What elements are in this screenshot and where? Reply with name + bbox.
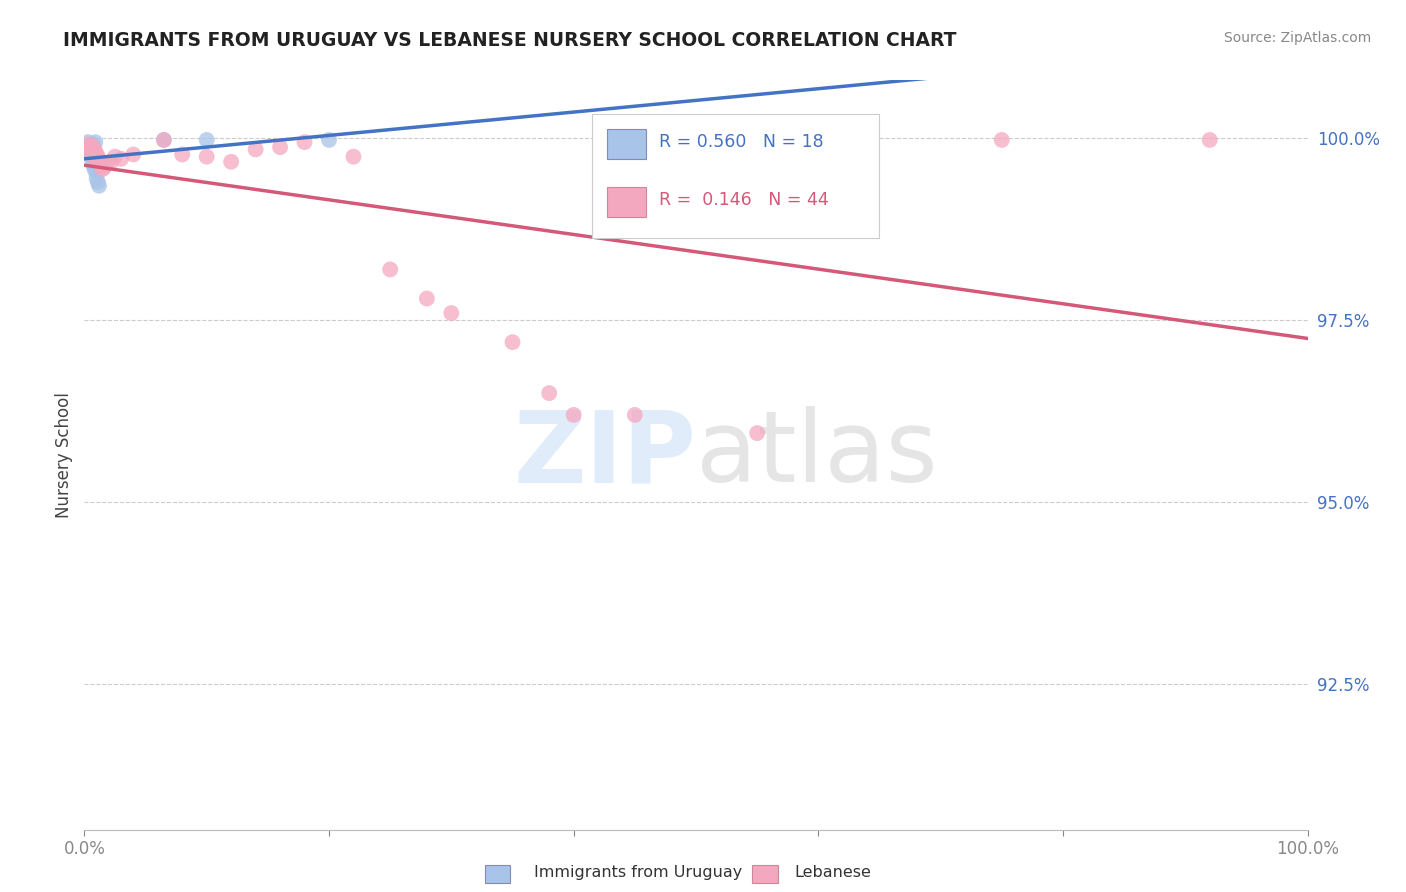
Point: [86, 153, 108, 168]
Point: [77, 138, 100, 153]
Text: Lebanese: Lebanese: [794, 865, 872, 880]
Point: [80, 138, 103, 153]
Point: [80, 140, 103, 154]
Point: [100, 154, 122, 169]
Point: [82, 147, 104, 161]
Point: [84, 164, 107, 178]
Bar: [606, 129, 645, 159]
Point: [219, 154, 242, 169]
Point: [96, 157, 118, 171]
Point: [294, 135, 316, 149]
Point: [93, 161, 115, 175]
Point: [562, 408, 585, 422]
Point: [77, 135, 100, 149]
Point: [84, 135, 107, 149]
Point: [86, 171, 108, 186]
Point: [80, 147, 103, 161]
Point: [77, 137, 100, 152]
Y-axis label: Nursery School: Nursery School: [55, 392, 73, 518]
Text: Source: ZipAtlas.com: Source: ZipAtlas.com: [1223, 31, 1371, 45]
Point: [83, 142, 105, 156]
Text: ZIP: ZIP: [513, 407, 696, 503]
Point: [79, 142, 101, 156]
Point: [90, 159, 112, 173]
Text: R = 0.560   N = 18: R = 0.560 N = 18: [659, 134, 824, 152]
Point: [747, 426, 769, 441]
Text: IMMIGRANTS FROM URUGUAY VS LEBANESE NURSERY SCHOOL CORRELATION CHART: IMMIGRANTS FROM URUGUAY VS LEBANESE NURS…: [63, 31, 956, 50]
Point: [87, 150, 110, 164]
Point: [104, 150, 127, 164]
Point: [991, 133, 1014, 147]
Point: [831, 133, 853, 147]
Point: [91, 161, 114, 176]
Point: [82, 157, 104, 171]
FancyBboxPatch shape: [592, 114, 880, 237]
Point: [110, 152, 132, 166]
Point: [77, 140, 100, 154]
Point: [79, 142, 101, 156]
Point: [269, 140, 291, 154]
Point: [122, 147, 145, 161]
Point: [87, 154, 110, 169]
Point: [79, 150, 101, 164]
Point: [502, 335, 524, 350]
Point: [89, 157, 111, 171]
Point: [195, 150, 218, 164]
Point: [195, 133, 218, 147]
Point: [153, 133, 176, 147]
Point: [318, 133, 340, 147]
Point: [380, 262, 402, 277]
Point: [82, 145, 104, 159]
Point: [84, 145, 107, 159]
Point: [82, 140, 104, 154]
Point: [87, 178, 110, 193]
Point: [86, 147, 108, 161]
Point: [83, 150, 105, 164]
Point: [416, 292, 439, 306]
Point: [440, 306, 463, 320]
Point: [1198, 133, 1220, 147]
Point: [82, 137, 104, 152]
Text: R =  0.146   N = 44: R = 0.146 N = 44: [659, 191, 830, 209]
Point: [538, 386, 561, 401]
Point: [342, 150, 364, 164]
Point: [80, 145, 103, 159]
Text: atlas: atlas: [696, 407, 938, 503]
Point: [83, 161, 105, 175]
Point: [172, 147, 194, 161]
Point: [153, 133, 176, 147]
Point: [245, 142, 267, 156]
Point: [84, 150, 107, 164]
Point: [624, 408, 647, 422]
Point: [87, 153, 110, 168]
Bar: [606, 187, 645, 218]
Text: Immigrants from Uruguay: Immigrants from Uruguay: [534, 865, 742, 880]
Point: [87, 175, 110, 189]
